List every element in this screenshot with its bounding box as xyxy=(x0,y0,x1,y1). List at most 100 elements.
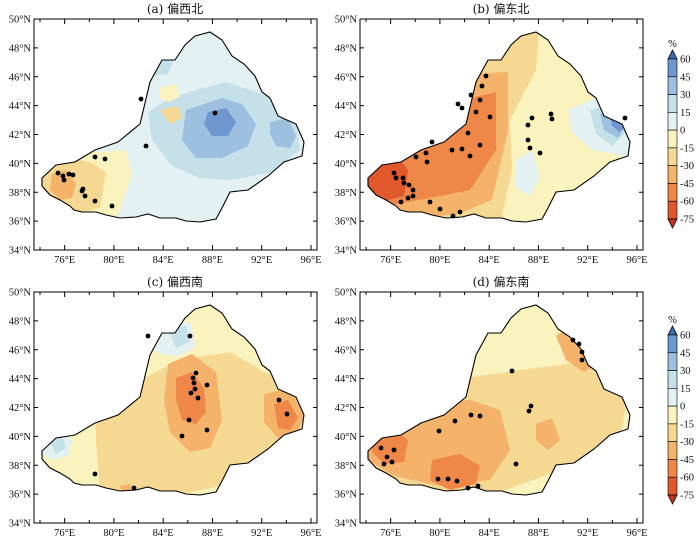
colorbar-unit: % xyxy=(668,39,677,50)
colorbar-label: -30 xyxy=(680,161,694,172)
panel-a-lat-label: 50°N xyxy=(9,15,32,26)
panel-d-lon-label: 80°E xyxy=(429,528,450,539)
colorbar-segment xyxy=(667,76,678,95)
panel-c-lat-label: 50°N xyxy=(9,288,32,299)
panel-a-lat-label: 36°N xyxy=(9,217,32,228)
panel-c-lat-label: 42°N xyxy=(9,403,32,414)
panel-c-lon-label: 76°E xyxy=(54,528,75,539)
panel-d-lon-label: 84°E xyxy=(479,528,500,539)
panel-d: (d) 偏东南 xyxy=(359,274,644,524)
panel-d-lon-label: 76°E xyxy=(380,528,401,539)
colorbar-label: -60 xyxy=(680,197,694,208)
colorbar-bottom: %60 45 30 15 0 -15 -30 -45 -60 -75 xyxy=(667,315,694,505)
panel-a-stations xyxy=(55,96,218,209)
colorbar-segment xyxy=(667,423,678,442)
colorbar-segment xyxy=(667,183,678,202)
colorbar-label: 30 xyxy=(680,90,691,101)
panel-d-stations xyxy=(378,337,585,491)
colorbar-label: -30 xyxy=(680,437,694,448)
panel-b-lon-label: 76°E xyxy=(380,255,401,266)
panel-c-lon-label: 80°E xyxy=(103,528,124,539)
panel-a-lat-label: 46°N xyxy=(9,72,32,83)
panel-a-lat-label: 34°N xyxy=(9,246,32,257)
panel-c-lon-label: 84°E xyxy=(153,528,174,539)
axes-layer: 50°N 48°N 46°N 44°N 42°N 40°N 38°N 36°N 34°N 76°E… xyxy=(9,15,648,540)
panel-d-lat-label: 40°N xyxy=(335,432,358,443)
panel-a-title: (a) 偏西北 xyxy=(147,1,203,16)
panel-a-lon-label: 88°E xyxy=(202,255,223,266)
colorbar-segment xyxy=(667,165,678,184)
panel-a-lon-label: 80°E xyxy=(103,255,124,266)
colorbar-segment xyxy=(667,459,678,478)
panel-a-lat-label: 40°N xyxy=(9,159,32,170)
panel-a-lat-label: 42°N xyxy=(9,130,32,141)
colorbar-segment xyxy=(667,129,678,149)
panel-c-lat-label: 40°N xyxy=(9,432,32,443)
panel-c-lat-label: 34°N xyxy=(9,519,32,530)
panel-a-lon-label: 76°E xyxy=(54,255,75,266)
colorbar-segment xyxy=(667,200,678,220)
colorbar-label: 60 xyxy=(680,331,691,342)
colorbar-top-arrow xyxy=(667,325,678,336)
colorbar-segment xyxy=(667,112,678,131)
panel-c-lat-label: 38°N xyxy=(9,461,32,472)
panel-a-lat-label: 44°N xyxy=(9,101,32,112)
colorbar-segment xyxy=(667,405,678,425)
colorbar-segment xyxy=(667,476,678,496)
colorbar-segment xyxy=(667,441,678,460)
panel-d-lon-label: 88°E xyxy=(528,528,549,539)
panel-a-lon-label: 92°E xyxy=(251,255,272,266)
panel-c-lon-label: 96°E xyxy=(300,528,321,539)
panel-a-lat-label: 48°N xyxy=(9,43,32,54)
panel-b-lon-label: 92°E xyxy=(577,255,598,266)
panel-a-lon-label: 96°E xyxy=(300,255,321,266)
panel-d-lon-label: 96°E xyxy=(626,528,647,539)
colorbar-segment xyxy=(667,370,678,389)
panel-c-lon-label: 92°E xyxy=(251,528,272,539)
panel-c-lat-label: 48°N xyxy=(9,316,32,327)
panel-d-lat-label: 48°N xyxy=(335,316,358,327)
colorbar-segment xyxy=(667,352,678,371)
panel-d-lat-label: 44°N xyxy=(335,374,358,385)
colorbar-label: -45 xyxy=(680,179,694,190)
colorbar-label: 30 xyxy=(680,366,691,377)
panel-b-lon-label: 96°E xyxy=(626,255,647,266)
panel-d-title: (d) 偏东南 xyxy=(473,274,530,289)
colorbar-segment xyxy=(667,388,678,407)
panel-d-lon-label: 92°E xyxy=(577,528,598,539)
colorbar-segment xyxy=(667,94,678,113)
colorbar-bottom-arrow xyxy=(667,494,678,505)
colorbar-label: 15 xyxy=(680,384,691,395)
panel-b-lon-label: 88°E xyxy=(528,255,549,266)
colorbar-label: -60 xyxy=(680,473,694,484)
colorbar-segment xyxy=(667,147,678,166)
colorbar-label: 15 xyxy=(680,108,691,119)
colorbar-segment xyxy=(667,334,678,354)
panel-c: (c) 偏西南 xyxy=(33,274,318,524)
panel-b-stations xyxy=(391,73,628,219)
colorbar-top-arrow xyxy=(667,49,678,60)
panel-b-lat-label: 40°N xyxy=(335,159,358,170)
panel-b-lat-label: 34°N xyxy=(335,246,358,257)
panel-b-lon-label: 80°E xyxy=(429,255,450,266)
panel-b-lat-label: 42°N xyxy=(335,130,358,141)
panel-c-lat-label: 46°N xyxy=(9,345,32,356)
panel-b-lat-label: 44°N xyxy=(335,101,358,112)
colorbar-label: -15 xyxy=(680,143,694,154)
colorbar-label: -15 xyxy=(680,419,694,430)
colorbar-top: %60 45 30 15 0 -15 -30 -45 -60 -75 xyxy=(667,39,694,229)
panel-b-lat-label: 48°N xyxy=(335,43,358,54)
panel-d-lat-label: 50°N xyxy=(335,288,358,299)
colorbar-unit: % xyxy=(668,315,677,326)
colorbar-label: 45 xyxy=(680,348,691,359)
panel-a-lon-label: 84°E xyxy=(153,255,174,266)
panel-b: (b) 偏东北 xyxy=(359,1,644,251)
colorbar-label: 45 xyxy=(680,72,691,83)
colorbar-segment xyxy=(667,58,678,78)
panel-d-lat-label: 34°N xyxy=(335,519,358,530)
panel-d-lat-label: 38°N xyxy=(335,461,358,472)
colorbar-label: -75 xyxy=(680,491,694,502)
colorbar-label: -75 xyxy=(680,215,694,226)
panel-b-lon-label: 84°E xyxy=(479,255,500,266)
panel-b-lat-label: 46°N xyxy=(335,72,358,83)
